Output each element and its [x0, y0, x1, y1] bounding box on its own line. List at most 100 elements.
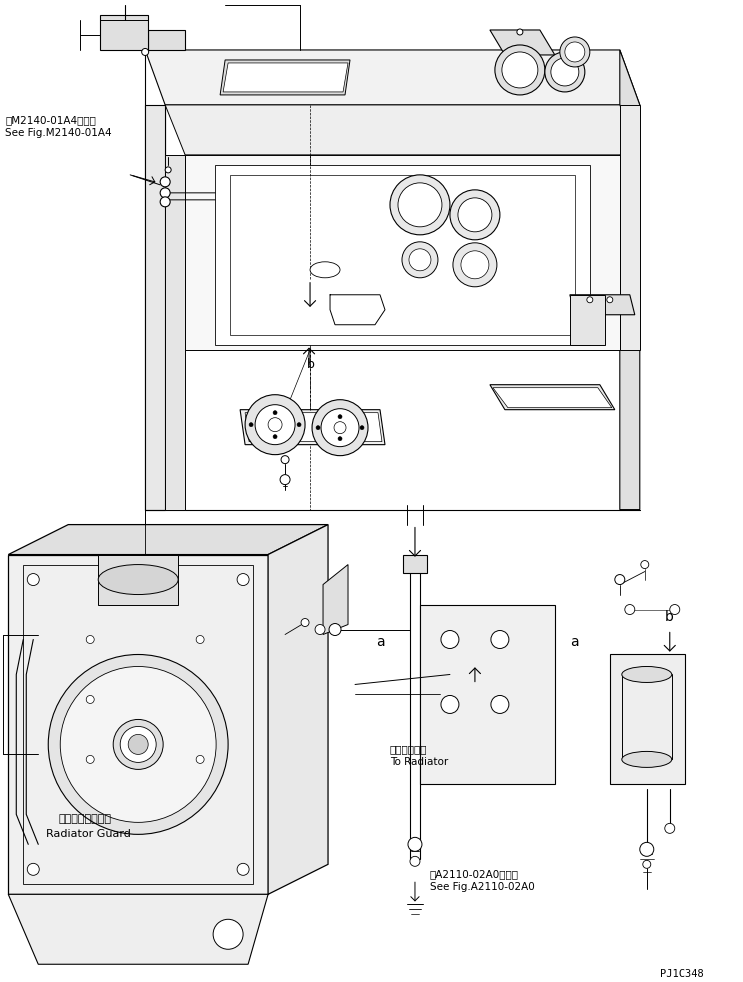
Polygon shape	[220, 60, 350, 95]
Text: 第A2110-02A0図参照: 第A2110-02A0図参照	[430, 869, 519, 879]
Circle shape	[321, 409, 359, 447]
Circle shape	[86, 635, 94, 643]
Circle shape	[450, 190, 500, 240]
Text: ラジェータガード: ラジェータガード	[58, 814, 111, 824]
Circle shape	[461, 250, 489, 279]
Text: To Radiator: To Radiator	[390, 757, 448, 767]
Polygon shape	[148, 30, 185, 50]
Circle shape	[491, 630, 509, 648]
Circle shape	[334, 421, 346, 434]
Polygon shape	[8, 895, 268, 964]
Text: a: a	[570, 634, 579, 648]
Circle shape	[268, 417, 282, 432]
Circle shape	[410, 856, 420, 866]
Circle shape	[86, 755, 94, 763]
Circle shape	[329, 624, 341, 635]
Circle shape	[312, 400, 368, 456]
Text: 第M2140-01A4図参照: 第M2140-01A4図参照	[5, 115, 96, 125]
Circle shape	[338, 414, 342, 418]
Circle shape	[398, 183, 442, 227]
Polygon shape	[223, 63, 348, 92]
Polygon shape	[620, 50, 640, 510]
Polygon shape	[268, 524, 328, 895]
Circle shape	[129, 735, 148, 754]
Polygon shape	[145, 50, 640, 105]
Circle shape	[160, 188, 170, 197]
Circle shape	[113, 720, 163, 770]
Circle shape	[237, 573, 249, 585]
Text: a: a	[376, 634, 384, 648]
Text: b: b	[307, 357, 315, 371]
Circle shape	[237, 863, 249, 875]
Polygon shape	[165, 105, 640, 155]
Circle shape	[409, 248, 431, 271]
Circle shape	[245, 395, 305, 455]
Circle shape	[669, 605, 680, 615]
Polygon shape	[420, 605, 555, 785]
Circle shape	[273, 435, 277, 439]
Circle shape	[165, 167, 171, 173]
Bar	[23, 565, 253, 885]
Polygon shape	[490, 385, 614, 409]
Circle shape	[545, 52, 585, 92]
Text: See Fig.M2140-01A4: See Fig.M2140-01A4	[5, 128, 112, 137]
Polygon shape	[245, 412, 382, 442]
Circle shape	[316, 425, 320, 430]
Circle shape	[213, 919, 243, 950]
Circle shape	[643, 860, 651, 868]
Polygon shape	[230, 175, 575, 335]
Circle shape	[196, 635, 204, 643]
Circle shape	[408, 838, 422, 851]
Circle shape	[640, 561, 649, 569]
Bar	[403, 555, 427, 573]
Circle shape	[280, 474, 290, 485]
Polygon shape	[100, 15, 148, 50]
Circle shape	[453, 243, 497, 287]
Polygon shape	[8, 555, 268, 895]
Polygon shape	[493, 388, 611, 408]
Circle shape	[27, 573, 39, 585]
Polygon shape	[570, 295, 635, 315]
Circle shape	[255, 405, 295, 445]
Circle shape	[196, 755, 204, 763]
Circle shape	[665, 823, 675, 834]
Polygon shape	[610, 654, 685, 785]
Circle shape	[360, 425, 364, 430]
Circle shape	[390, 175, 450, 235]
Circle shape	[120, 727, 156, 762]
Ellipse shape	[622, 751, 672, 767]
Circle shape	[625, 605, 635, 615]
Circle shape	[297, 422, 301, 426]
Polygon shape	[240, 409, 385, 445]
Text: ラジェータへ: ラジェータへ	[390, 744, 427, 754]
Circle shape	[402, 242, 438, 278]
Polygon shape	[323, 565, 348, 634]
Circle shape	[517, 29, 523, 35]
Polygon shape	[490, 30, 555, 55]
Circle shape	[441, 630, 459, 648]
Circle shape	[86, 695, 94, 703]
Polygon shape	[98, 555, 178, 605]
Text: b: b	[665, 610, 674, 624]
Circle shape	[551, 58, 579, 86]
Circle shape	[458, 197, 492, 232]
Circle shape	[281, 456, 289, 464]
Circle shape	[338, 437, 342, 441]
Circle shape	[301, 619, 309, 627]
Text: See Fig.A2110-02A0: See Fig.A2110-02A0	[430, 882, 535, 893]
Polygon shape	[620, 105, 640, 350]
Circle shape	[614, 574, 625, 584]
Polygon shape	[145, 105, 165, 510]
Circle shape	[27, 863, 39, 875]
Circle shape	[60, 667, 216, 822]
Circle shape	[587, 297, 593, 302]
Circle shape	[565, 42, 585, 62]
Circle shape	[160, 177, 170, 187]
Polygon shape	[185, 155, 620, 350]
Circle shape	[273, 410, 277, 414]
Text: PJ1C348: PJ1C348	[660, 969, 704, 979]
Polygon shape	[570, 295, 605, 345]
Ellipse shape	[622, 667, 672, 682]
Circle shape	[249, 422, 253, 426]
Circle shape	[441, 695, 459, 714]
